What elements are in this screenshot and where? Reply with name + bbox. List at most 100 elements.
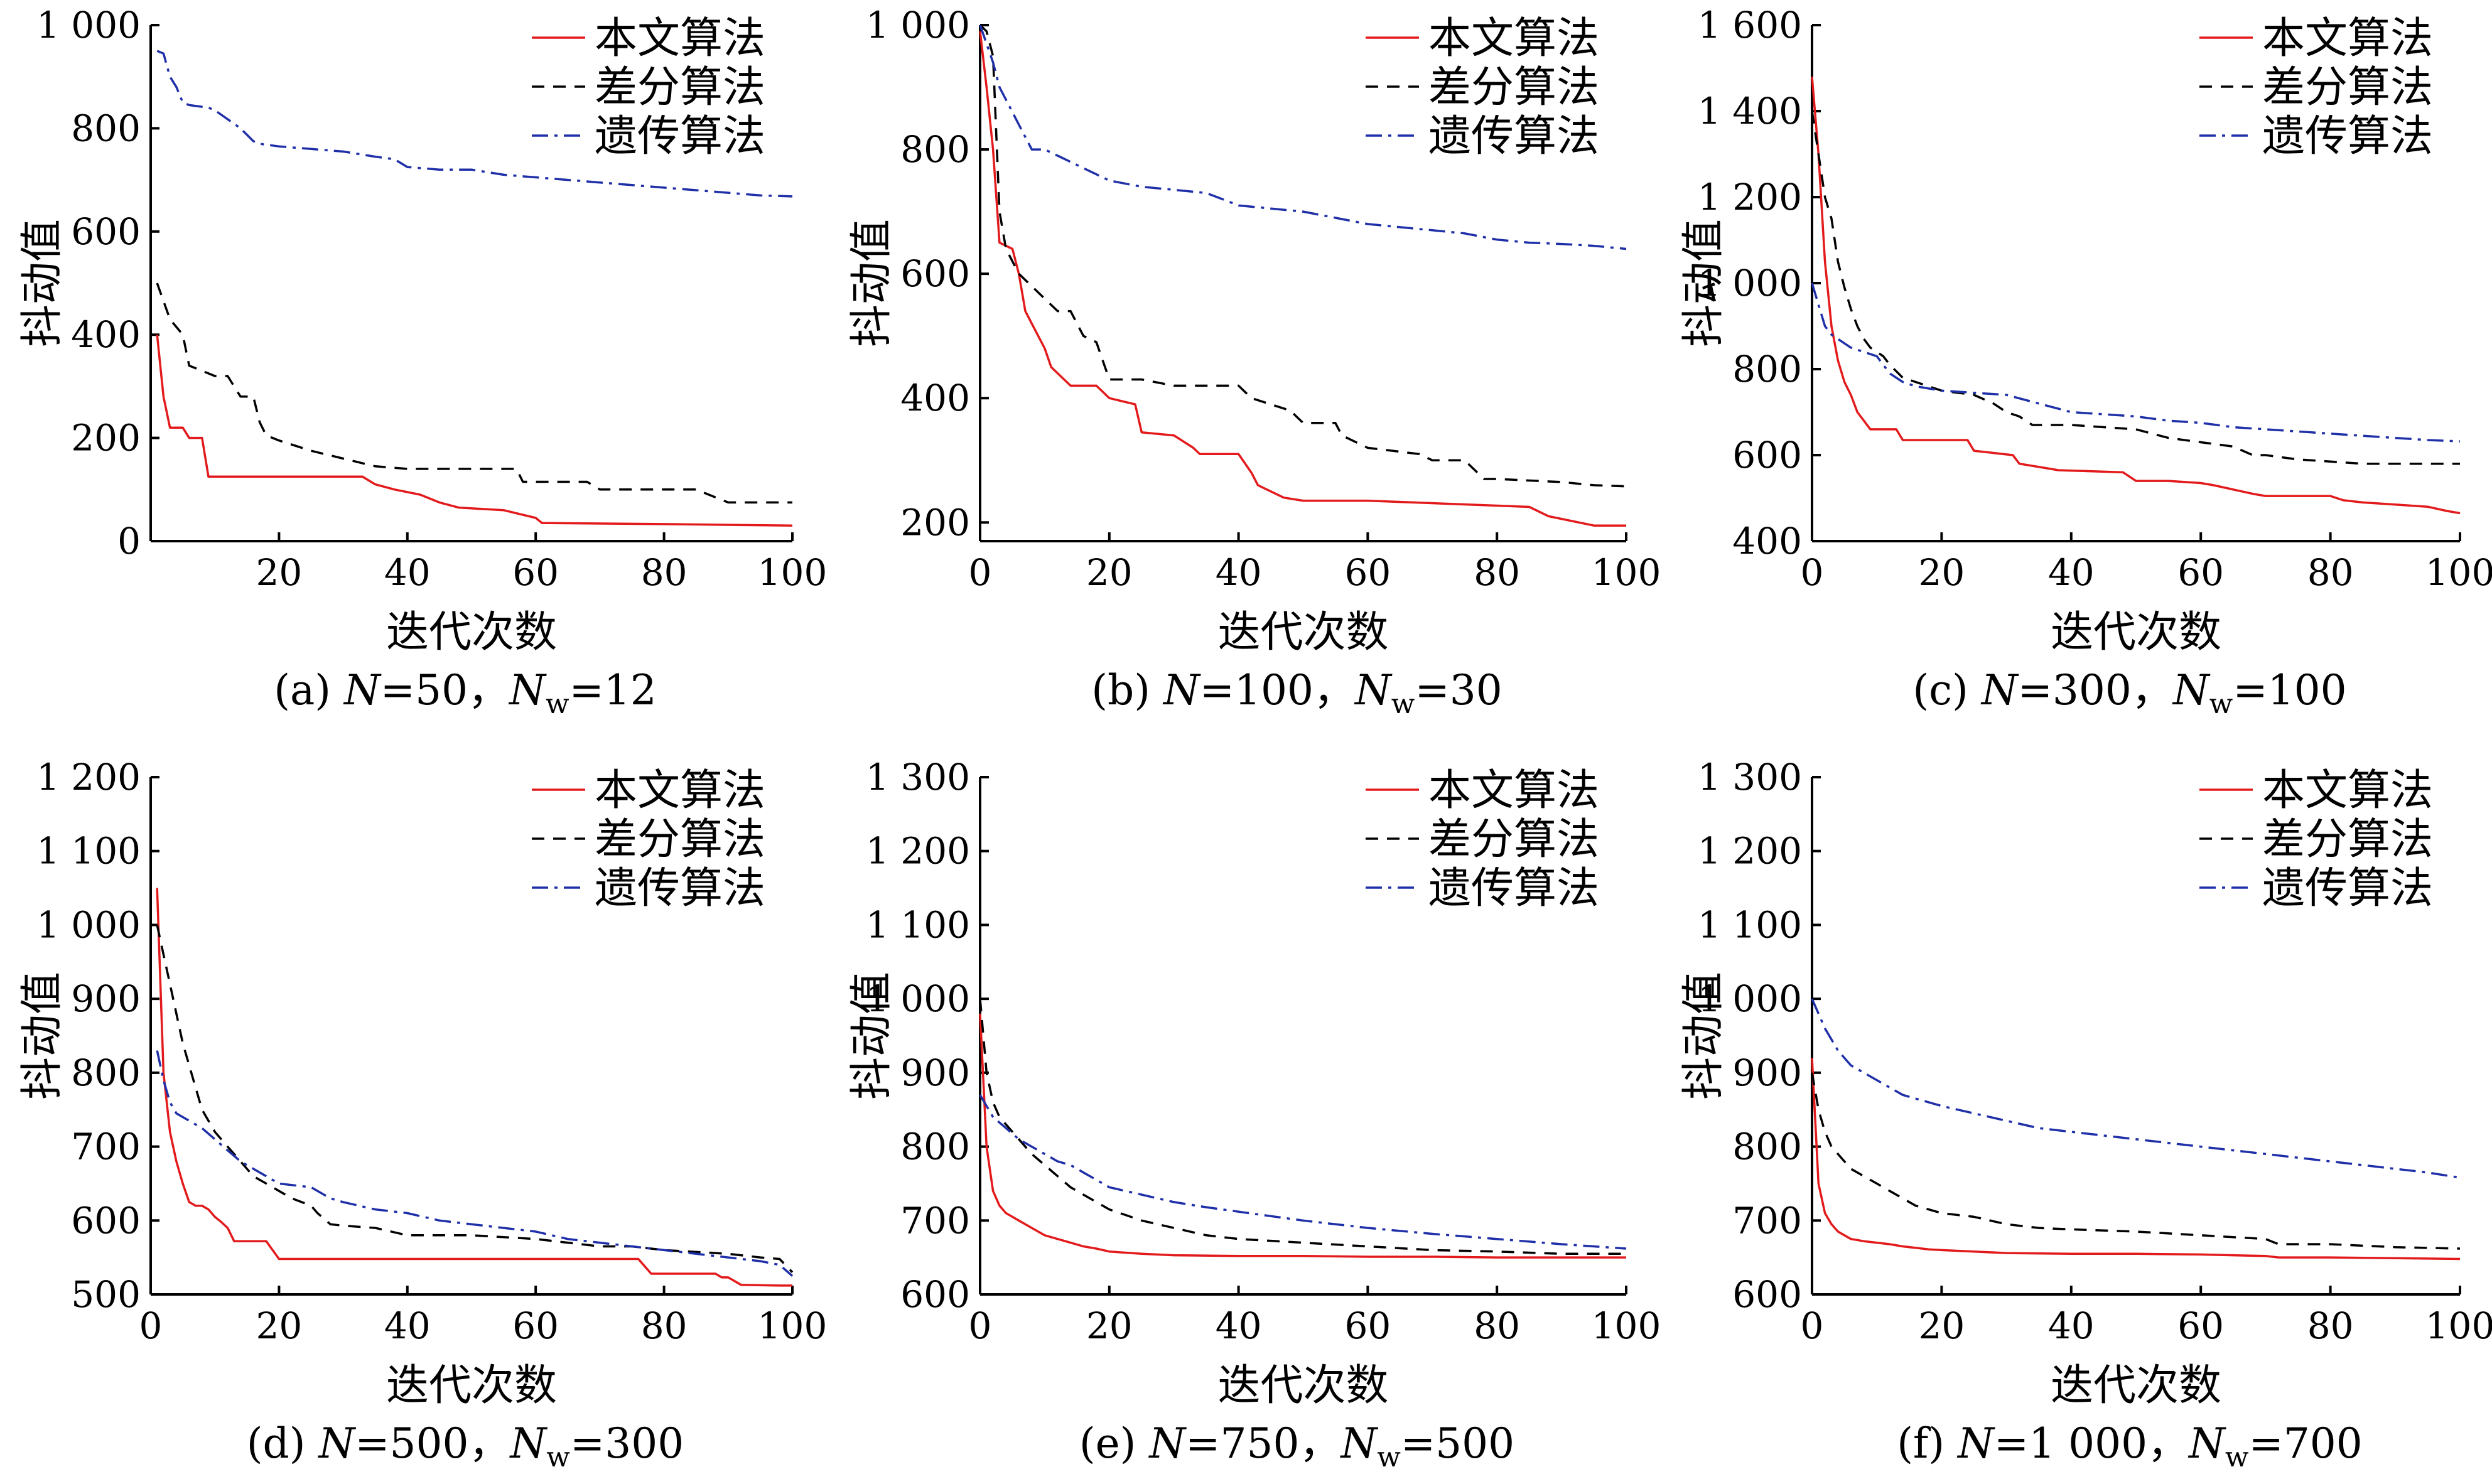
caption-n: N (343, 666, 382, 714)
y-axis-title: 抖动值 (1679, 972, 1729, 1100)
series-line-ga (156, 50, 793, 198)
series-line-de (1811, 110, 2460, 465)
x-tick-label: 0 (969, 551, 992, 594)
caption-nw-sub: w (1377, 1441, 1401, 1473)
y-tick-label: 800 (900, 128, 970, 171)
series-line-ours (1811, 77, 2461, 515)
caption-nw-sub: w (2209, 688, 2233, 720)
y-tick-label: 1 000 (866, 977, 970, 1020)
x-axis-title: 迭代次数 (1217, 1361, 1388, 1411)
y-tick-label: 700 (1732, 1199, 1802, 1242)
y-tick-label: 1 000 (1698, 977, 1802, 1020)
panel-caption: (b) N=100，Nw=30 (1091, 666, 1502, 720)
y-tick-label: 900 (900, 1051, 970, 1094)
y-tick-label: 600 (1732, 434, 1802, 476)
series-line-de (156, 925, 794, 1273)
series-line-de (979, 998, 1626, 1255)
y-tick-label: 600 (900, 252, 970, 295)
panel-f: 600 700 800 900 1 000 1 100 1 200 1 300 0 20 40 60 8… (1679, 756, 2492, 1473)
y-tick-label: 1 300 (1698, 756, 1802, 798)
x-axis-title: 迭代次数 (2051, 1361, 2221, 1411)
series-line-ga (1811, 998, 2461, 1179)
caption-prefix: (b) (1091, 666, 1163, 714)
x-tick-label: 40 (1216, 551, 1262, 594)
caption-nw-val: =500 (1401, 1419, 1514, 1468)
x-tick-label: 20 (1086, 551, 1133, 594)
y-tick-label: 1 000 (1698, 262, 1802, 304)
y-tick-label: 1 300 (866, 756, 970, 798)
caption-n: N (1956, 1419, 1995, 1468)
y-axis-title: 抖动值 (847, 972, 897, 1100)
caption-n: N (1148, 1419, 1187, 1468)
caption-nw-sub: w (1391, 688, 1415, 720)
y-tick-label: 800 (900, 1126, 970, 1168)
x-tick-label: 0 (139, 1304, 163, 1347)
panel-caption: (e) N=750，Nw=500 (1079, 1419, 1514, 1473)
x-tick-label: 80 (2307, 551, 2354, 594)
y-tick-label: 500 (71, 1273, 141, 1316)
y-axis-title: 抖动值 (18, 972, 67, 1100)
legend-label-ga: 遗传算法 (1428, 864, 1599, 913)
y-axis-title: 抖动值 (1679, 219, 1729, 347)
y-tick-label: 600 (71, 210, 141, 253)
panel-a: 0 200 400 600 800 1 000 20 40 60 80 100 迭代次数 抖动值 本文算法… (18, 4, 827, 720)
caption-n: N (1162, 666, 1201, 714)
x-tick-label: 40 (2048, 551, 2095, 594)
panel-caption: (a) N=50，Nw=12 (274, 666, 657, 720)
y-axis-title: 抖动值 (847, 219, 897, 347)
x-tick-label: 40 (1216, 1304, 1262, 1347)
legend-label-ours: 本文算法 (595, 766, 765, 815)
y-tick-label: 200 (900, 501, 970, 544)
x-axis-title: 迭代次数 (2051, 608, 2221, 657)
y-tick-label: 600 (1732, 1273, 1802, 1316)
y-tick-label: 1 200 (866, 830, 970, 873)
series-line-ga (156, 1050, 794, 1277)
caption-n-val: =750， (1185, 1419, 1340, 1468)
legend-label-de: 差分算法 (1428, 815, 1599, 864)
caption-nw-sub: w (2225, 1441, 2249, 1473)
x-tick-label: 100 (758, 1304, 828, 1347)
x-tick-label: 60 (2177, 551, 2224, 594)
y-tick-label: 600 (900, 1273, 970, 1316)
legend-label-ga: 遗传算法 (2262, 112, 2433, 161)
x-tick-label: 40 (384, 1304, 431, 1347)
legend-label-de: 差分算法 (2262, 815, 2433, 864)
legend-label-de: 差分算法 (595, 63, 765, 112)
caption-prefix: (f) (1897, 1419, 1958, 1468)
series-line-de (979, 24, 1627, 488)
caption-nw: N (509, 1419, 548, 1468)
caption-n-val: =100， (1200, 666, 1355, 714)
y-tick-label: 800 (71, 107, 141, 149)
caption-n: N (318, 1419, 357, 1468)
y-tick-label: 1 000 (36, 4, 141, 46)
y-tick-label: 1 200 (1698, 176, 1802, 218)
legend-label-de: 差分算法 (2262, 63, 2433, 112)
x-tick-label: 80 (641, 1304, 688, 1347)
x-tick-label: 60 (512, 551, 559, 594)
x-tick-label: 0 (1801, 551, 1824, 594)
caption-n-val: =50， (380, 666, 509, 714)
y-tick-label: 400 (1732, 520, 1802, 562)
x-tick-label: 20 (256, 1304, 302, 1347)
y-tick-label: 0 (117, 520, 141, 562)
series-line-ours (979, 31, 1626, 527)
x-tick-label: 80 (641, 551, 688, 594)
x-tick-label: 0 (1801, 1304, 1824, 1347)
x-tick-label: 0 (969, 1304, 992, 1347)
caption-prefix: (c) (1912, 666, 1981, 714)
y-tick-label: 700 (900, 1199, 970, 1242)
y-tick-label: 1 000 (866, 4, 970, 46)
legend-label-ours: 本文算法 (1428, 14, 1599, 63)
legend-label-ours: 本文算法 (2262, 766, 2433, 815)
legend-label-ours: 本文算法 (2262, 14, 2433, 63)
caption-nw-val: =300 (570, 1419, 684, 1468)
series-line-ours (979, 1013, 1626, 1259)
caption-n-val: =300， (2018, 666, 2173, 714)
y-tick-label: 1 100 (36, 830, 141, 873)
x-tick-label: 60 (2177, 1304, 2224, 1347)
x-tick-label: 20 (1918, 551, 1965, 594)
x-tick-label: 60 (1344, 551, 1391, 594)
caption-nw: N (2187, 1419, 2226, 1468)
caption-nw-sub: w (546, 688, 569, 720)
